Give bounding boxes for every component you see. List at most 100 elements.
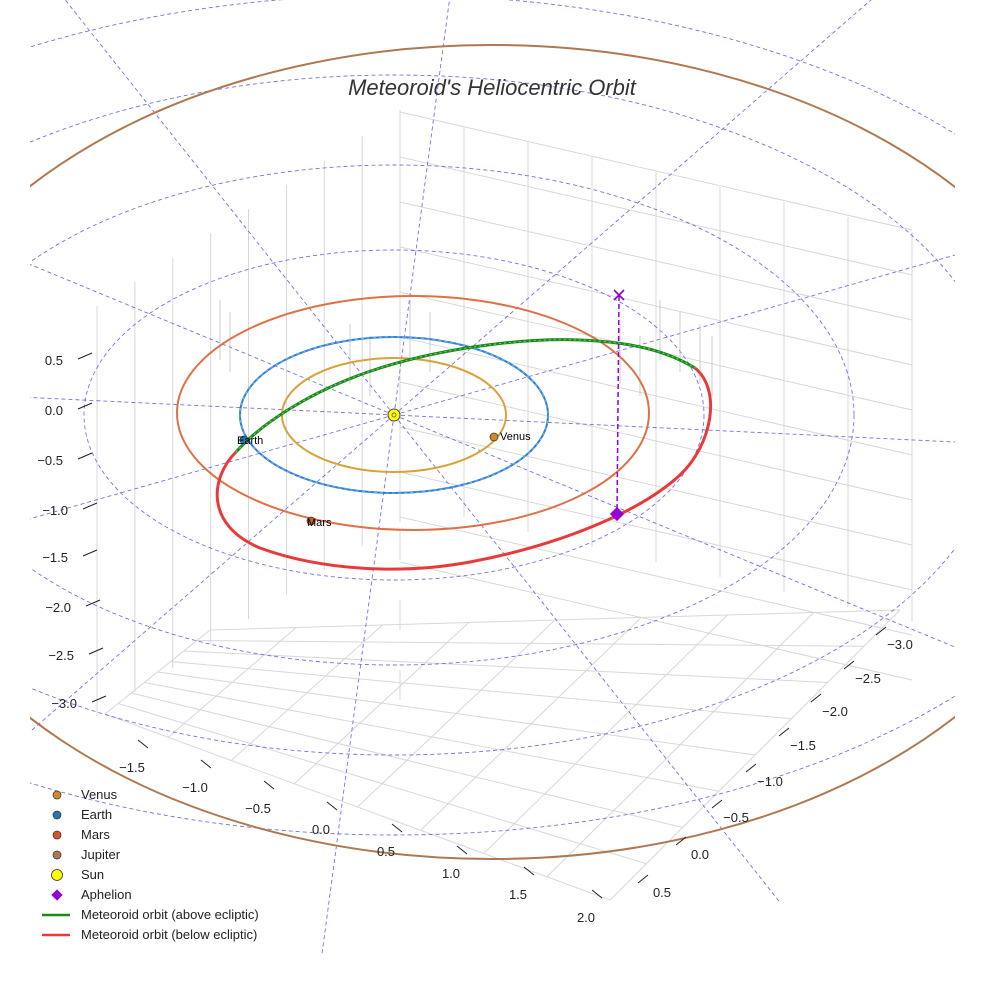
polar-spoke: [393, 254, 955, 416]
y-tick-label: 0.0: [691, 847, 709, 862]
legend-item: Jupiter: [52, 847, 121, 862]
polar-ring: [30, 164, 855, 666]
polar-spoke: [64, 0, 395, 416]
meteoroid-orbit-above: [234, 338, 696, 453]
x-tick: [391, 823, 403, 833]
aphelion-marker: [609, 506, 625, 522]
legend-marker: [51, 889, 63, 901]
y-tick-label: −2.0: [822, 704, 848, 719]
grid-line: [196, 640, 864, 647]
legend-label: Meteoroid orbit (above ecliptic): [81, 907, 259, 922]
earth-label: Earth: [237, 435, 263, 447]
x-tick: [137, 739, 149, 749]
grid-line: [399, 426, 913, 546]
x-tick-label: 1.0: [442, 866, 460, 881]
polar-spoke: [321, 414, 395, 954]
grid-line: [399, 516, 913, 636]
x-tick-label: −1.0: [182, 780, 208, 795]
legend-item: Sun: [51, 867, 104, 882]
legend-marker: [52, 790, 62, 800]
y-tick-label: 0.5: [653, 885, 671, 900]
polar-spoke: [30, 414, 395, 520]
grid-line: [209, 609, 901, 631]
legend-item: Meteoroid orbit (above ecliptic): [42, 907, 259, 922]
y-tick: [675, 836, 687, 846]
legend-marker: [52, 830, 62, 840]
grid-line: [399, 561, 913, 681]
y-tick-label: −1.0: [757, 774, 783, 789]
grid-line: [399, 111, 913, 231]
z-tick: [91, 695, 107, 703]
polar-spoke: [393, 414, 955, 648]
grid-line: [399, 471, 913, 591]
legend-label: Venus: [81, 787, 118, 802]
mars-orbit: [176, 295, 650, 531]
z-tick-label: 0.5: [45, 353, 63, 368]
z-tick-label: −3.0: [51, 696, 77, 711]
grid-line: [399, 336, 913, 456]
legend-item: Venus: [52, 787, 118, 802]
legend-label: Earth: [81, 807, 112, 822]
y-tick-label: −2.5: [855, 671, 881, 686]
z-tick: [82, 502, 98, 510]
x-tick-label: −1.5: [119, 760, 145, 775]
x-tick: [263, 780, 275, 790]
grid-line: [399, 156, 913, 276]
x-tick: [326, 801, 338, 811]
legend-item: Earth: [52, 807, 112, 822]
polar-spoke: [30, 397, 395, 416]
z-tick-label: −0.5: [37, 453, 63, 468]
z-tick-label: −1.0: [42, 503, 68, 518]
legend-label: Meteoroid orbit (below ecliptic): [81, 927, 257, 942]
z-tick: [88, 647, 104, 655]
x-tick-label: 2.0: [577, 910, 595, 925]
mars-label: Mars: [307, 517, 332, 529]
legend-label: Aphelion: [81, 887, 132, 902]
y-tick: [778, 727, 790, 737]
grid-line: [157, 671, 756, 756]
y-tick-label: −1.5: [790, 738, 816, 753]
aphelion-drop-line: [616, 295, 620, 515]
axes-grid: [96, 110, 913, 901]
z-tick-label: −1.5: [42, 550, 68, 565]
z-tick: [82, 549, 98, 557]
meteoroid-orbit-above-dash: [235, 339, 696, 453]
sun-marker: [387, 408, 401, 422]
earth-orbit-dash: [239, 336, 549, 494]
grid-line: [183, 650, 828, 683]
x-tick: [200, 759, 212, 769]
legend-marker: [51, 869, 63, 881]
x-tick-label: 0.5: [377, 844, 395, 859]
aphelion-projection-marker: [613, 289, 625, 301]
polar-spoke: [393, 414, 955, 443]
legend-label: Mars: [81, 827, 110, 842]
y-tick: [810, 693, 822, 703]
sun-core: [391, 412, 397, 418]
legend-marker: [52, 850, 62, 860]
grid-line: [546, 612, 815, 878]
x-tick-label: 1.5: [509, 887, 527, 902]
jupiter-orbit: [30, 44, 955, 860]
axis-ticks: [77, 352, 887, 899]
polar-spoke: [30, 414, 395, 733]
legend-item: Meteoroid orbit (below ecliptic): [42, 927, 257, 942]
z-tick-label: 0.0: [45, 403, 63, 418]
grid-line: [609, 609, 901, 901]
x-tick: [523, 866, 535, 876]
polar-ring: [30, 74, 955, 756]
grid-line: [399, 381, 913, 501]
ecliptic-polar-grid: [30, 0, 955, 954]
meteoroid-orbit-below: [215, 366, 713, 571]
venus-label: Venus: [500, 431, 531, 443]
polar-spoke: [393, 0, 872, 416]
y-tick-label: −0.5: [723, 810, 749, 825]
chart-title: Meteoroid's Heliocentric Orbit: [348, 75, 637, 100]
polar-ring: [83, 249, 705, 581]
y-tick: [843, 660, 855, 670]
x-tick: [591, 889, 603, 899]
x-tick-label: 0.0: [312, 822, 330, 837]
legend-item: Aphelion: [51, 887, 132, 902]
legend: Venus Earth Mars Jupiter Sun Aphelion Meteoroi…: [42, 787, 259, 942]
legend-label: Jupiter: [81, 847, 121, 862]
